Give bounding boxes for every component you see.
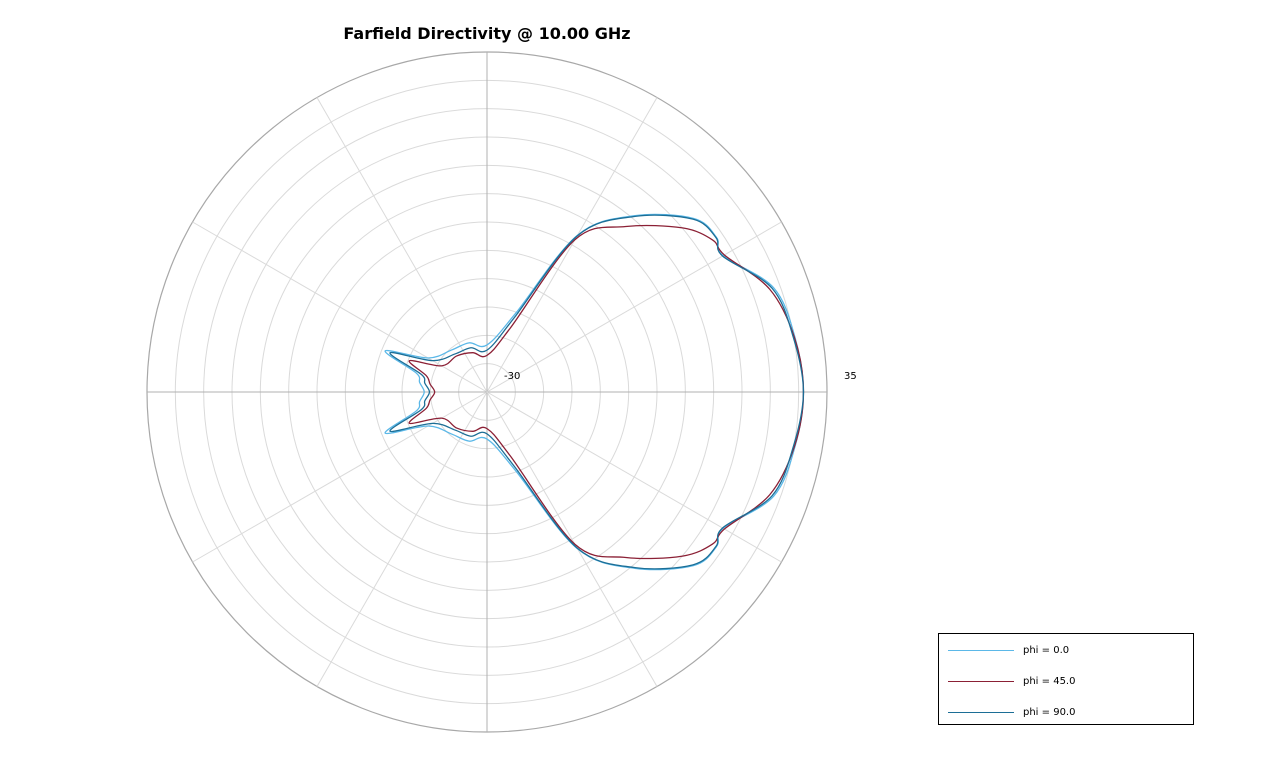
legend-label: phi = 90.0 bbox=[1023, 706, 1076, 718]
grid-spoke bbox=[316, 391, 488, 687]
grid-spoke bbox=[486, 97, 658, 393]
grid-spoke bbox=[486, 221, 782, 393]
legend-label: phi = 45.0 bbox=[1023, 675, 1076, 687]
grid-spoke bbox=[192, 221, 488, 393]
grid-spoke bbox=[486, 391, 658, 687]
legend-item: phi = 90.0 bbox=[948, 705, 1075, 719]
grid-spoke bbox=[192, 391, 488, 563]
r-tick-min-label: -30 bbox=[504, 371, 520, 382]
polar-grid bbox=[146, 51, 828, 733]
legend-item: phi = 0.0 bbox=[948, 643, 1069, 657]
r-tick-max-label: 35 bbox=[844, 371, 857, 382]
series-line-1 bbox=[408, 224, 805, 560]
series-line-0 bbox=[384, 213, 805, 571]
legend: phi = 0.0 phi = 45.0 phi = 90.0 bbox=[938, 633, 1194, 725]
legend-swatch-phi-45 bbox=[948, 680, 1014, 682]
legend-swatch-phi-0 bbox=[948, 649, 1014, 651]
chart-title: Farfield Directivity @ 10.00 GHz bbox=[343, 24, 630, 43]
legend-swatch-phi-90 bbox=[948, 711, 1014, 713]
legend-item: phi = 45.0 bbox=[948, 674, 1075, 688]
grid-spoke bbox=[486, 391, 782, 563]
series-layer bbox=[384, 213, 805, 571]
grid-spoke bbox=[316, 97, 488, 393]
series-line-2 bbox=[389, 214, 805, 570]
legend-label: phi = 0.0 bbox=[1023, 644, 1070, 656]
